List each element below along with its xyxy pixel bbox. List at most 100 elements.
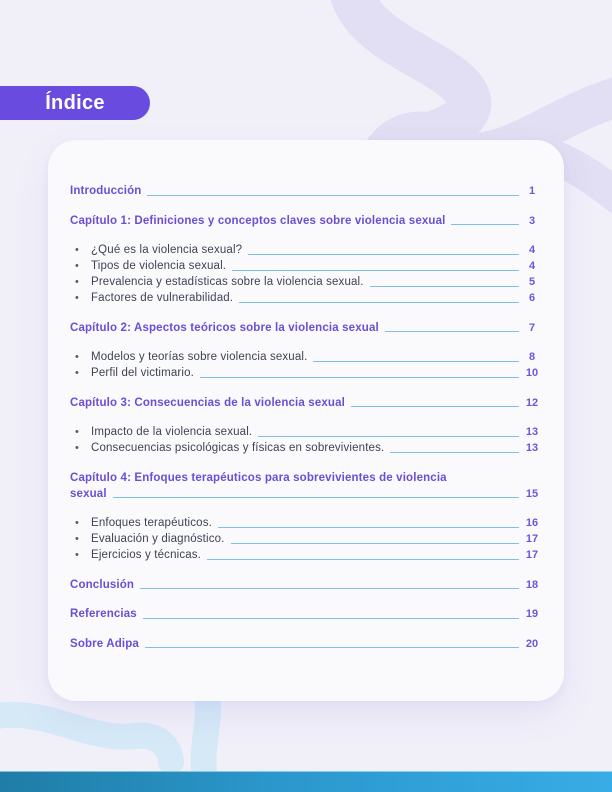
toc-section-label: sexual	[70, 487, 107, 500]
toc-item-entry[interactable]: • Tipos de violencia sexual. 4	[70, 258, 545, 274]
leader-line	[384, 331, 519, 332]
leader-line	[144, 647, 519, 648]
toc-item-entry[interactable]: • Prevalencia y estadísticas sobre la vio…	[70, 274, 545, 290]
toc-group: • Modelos y teorías sobre violencia sexua…	[70, 349, 545, 381]
toc-page-number: 17	[525, 549, 539, 561]
leader-line	[390, 451, 519, 453]
toc-group: Introducción 1	[70, 183, 545, 199]
toc-item-entry[interactable]: • Enfoques terapéuticos. 16	[70, 515, 545, 531]
leader-line	[451, 224, 519, 225]
toc-page-number: 5	[528, 276, 536, 288]
bullet-icon: •	[75, 533, 79, 545]
toc-item-entry[interactable]: • Evaluación y diagnóstico. 17	[70, 531, 545, 547]
bullet-icon: •	[75, 276, 79, 288]
toc-section-entry[interactable]: Capítulo 1: Definiciones y conceptos cla…	[70, 213, 545, 229]
toc-page-number: 1	[528, 185, 536, 197]
toc-section-entry[interactable]: Capítulo 2: Aspectos teóricos sobre la v…	[70, 320, 545, 336]
leader-line	[258, 435, 519, 437]
leader-line	[232, 269, 519, 271]
toc-page-number: 6	[528, 292, 536, 304]
leader-line	[217, 526, 519, 528]
toc-page-number: 13	[525, 426, 539, 438]
bullet-icon: •	[75, 426, 79, 438]
toc-item-label: Prevalencia y estadísticas sobre la viol…	[91, 276, 364, 288]
toc-page-number: 8	[528, 351, 536, 363]
toc-item-entry[interactable]: • Impacto de la violencia sexual. 13	[70, 424, 545, 440]
toc-group: Capítulo 4: Enfoques terapéuticos para s…	[70, 470, 545, 502]
toc-section-label: Capítulo 2: Aspectos teóricos sobre la v…	[70, 321, 379, 334]
leader-line	[239, 301, 519, 303]
toc-page-number: 20	[525, 637, 539, 650]
toc-group: • Impacto de la violencia sexual. 13 • Conse…	[70, 424, 545, 456]
toc-page-number: 18	[525, 578, 539, 591]
leader-line	[140, 588, 519, 589]
toc-item-entry[interactable]: • Ejercicios y técnicas. 17	[70, 547, 545, 563]
toc-item-label: Ejercicios y técnicas.	[91, 549, 202, 561]
toc-item-label: Impacto de la violencia sexual.	[91, 426, 253, 438]
toc-section-entry[interactable]: Capítulo 3: Consecuencias de la violenci…	[70, 395, 545, 411]
toc-section-label: Sobre Adipa	[70, 637, 139, 650]
toc-section-entry[interactable]: sexual 15	[70, 486, 545, 502]
bottom-accent-bar	[0, 771, 612, 792]
toc-list: Introducción 1 Capítulo 1: Definiciones y …	[48, 140, 564, 652]
toc-item-label: Factores de vulnerabilidad.	[91, 292, 234, 304]
toc-page-number: 12	[525, 396, 539, 409]
toc-item-label: Evaluación y diagnóstico.	[91, 533, 225, 545]
leader-line	[351, 406, 519, 407]
leader-line	[230, 542, 519, 544]
toc-group: Referencias 19	[70, 606, 545, 622]
bullet-icon: •	[75, 292, 79, 304]
toc-page-number: 13	[525, 442, 539, 454]
index-title-badge: Índice	[0, 86, 150, 120]
toc-section-entry[interactable]: Introducción 1	[70, 183, 545, 199]
toc-item-entry[interactable]: • Factores de vulnerabilidad. 6	[70, 290, 545, 306]
toc-item-entry[interactable]: • Consecuencias psicológicas y físicas en…	[70, 440, 545, 456]
bullet-icon: •	[75, 260, 79, 272]
toc-page-number: 3	[528, 214, 536, 227]
toc-section-label: Conclusión	[70, 578, 135, 591]
toc-item-entry[interactable]: • Perfil del victimario. 10	[70, 365, 545, 381]
bullet-icon: •	[75, 442, 79, 454]
toc-item-label: Consecuencias psicológicas y físicas en …	[91, 442, 385, 454]
toc-page-number: 4	[528, 260, 536, 272]
toc-page-number: 17	[525, 533, 539, 545]
toc-item-label: Tipos de violencia sexual.	[91, 260, 227, 272]
toc-section-entry[interactable]: Capítulo 4: Enfoques terapéuticos para s…	[70, 470, 545, 486]
toc-page-number: 10	[525, 367, 539, 379]
toc-group: Capítulo 3: Consecuencias de la violenci…	[70, 395, 545, 411]
leader-line	[313, 360, 519, 362]
toc-section-entry[interactable]: Sobre Adipa 20	[70, 636, 545, 652]
toc-item-label: Perfil del victimario.	[91, 367, 194, 379]
toc-section-label: Capítulo 4: Enfoques terapéuticos para s…	[70, 471, 447, 484]
toc-item-label: ¿Qué es la violencia sexual?	[91, 244, 243, 256]
bullet-icon: •	[75, 367, 79, 379]
leader-line	[142, 617, 519, 619]
toc-section-entry[interactable]: Referencias 19	[70, 606, 545, 622]
bullet-icon: •	[75, 244, 79, 256]
toc-section-label: Introducción	[70, 185, 142, 197]
toc-page-number: 4	[528, 244, 536, 256]
toc-item-label: Modelos y teorías sobre violencia sexual…	[91, 351, 308, 363]
leader-line	[112, 497, 519, 498]
toc-section-label: Referencias	[70, 608, 137, 620]
toc-page-number: 16	[525, 517, 539, 529]
toc-section-entry[interactable]: Conclusión 18	[70, 577, 545, 593]
toc-section-label: Capítulo 3: Consecuencias de la violenci…	[70, 396, 345, 409]
leader-line	[369, 285, 519, 287]
toc-group: Conclusión 18	[70, 577, 545, 593]
toc-item-entry[interactable]: • Modelos y teorías sobre violencia sexua…	[70, 349, 545, 365]
bullet-icon: •	[75, 549, 79, 561]
page-title: Índice	[45, 91, 105, 114]
leader-line	[200, 376, 519, 378]
toc-group: Capítulo 2: Aspectos teóricos sobre la v…	[70, 320, 545, 336]
bullet-icon: •	[75, 351, 79, 363]
toc-item-label: Enfoques terapéuticos.	[91, 517, 212, 529]
toc-group: • ¿Qué es la violencia sexual? 4 • Tipos de …	[70, 242, 545, 306]
leader-line	[207, 558, 519, 560]
bullet-icon: •	[75, 517, 79, 529]
leader-line	[248, 253, 519, 255]
toc-item-entry[interactable]: • ¿Qué es la violencia sexual? 4	[70, 242, 545, 258]
toc-section-label: Capítulo 1: Definiciones y conceptos cla…	[70, 214, 446, 227]
toc-page-number: 19	[525, 608, 539, 620]
